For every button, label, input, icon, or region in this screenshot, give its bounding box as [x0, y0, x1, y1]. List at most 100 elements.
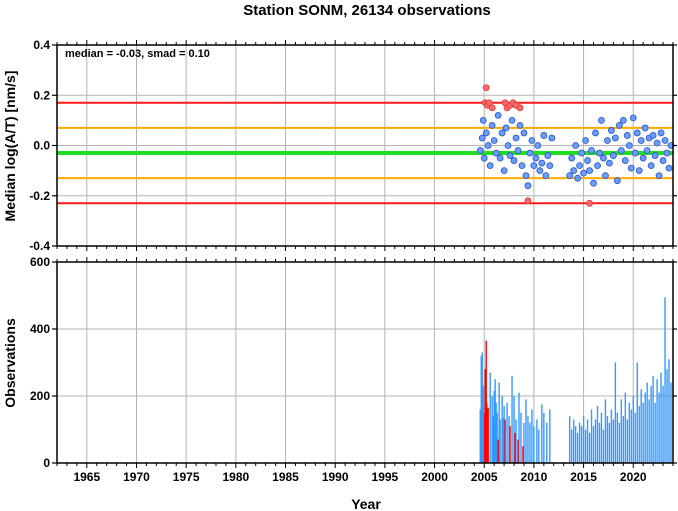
- data-point-blue: [512, 134, 520, 142]
- data-point-blue: [649, 132, 657, 139]
- bottom-y-axis-label: Observations: [2, 318, 18, 408]
- data-point-blue: [641, 124, 649, 132]
- bottom-y-tick-label: 200: [30, 389, 50, 403]
- data-point-blue: [572, 142, 580, 149]
- data-point-blue: [663, 149, 671, 157]
- x-tick-label: 2005: [471, 470, 498, 484]
- data-point-blue: [617, 147, 625, 154]
- top-y-tick-label: 0.4: [33, 38, 50, 52]
- data-point-blue: [514, 147, 522, 154]
- data-point-blue: [625, 142, 633, 149]
- data-point-blue: [615, 122, 623, 129]
- top-y-tick-label: 0.2: [33, 88, 50, 102]
- data-point-blue: [592, 129, 599, 137]
- data-point-blue: [480, 154, 488, 162]
- data-point-blue: [548, 134, 556, 142]
- data-point-blue: [657, 129, 665, 137]
- top-y-axis-label: Median log(A/T) [nm/s]: [2, 71, 18, 222]
- top-panel: median = -0.03, smad = 0.10 0.4 0.2 0.0 -0.2…: [29, 38, 677, 253]
- data-point-blue: [653, 139, 661, 147]
- data-point-blue: [536, 167, 544, 175]
- x-tick-label: 1990: [322, 470, 349, 484]
- data-point-blue: [479, 116, 487, 124]
- data-point-red: [482, 84, 490, 92]
- x-axis-label: Year: [351, 496, 381, 511]
- data-point-blue: [544, 152, 552, 159]
- data-point-blue: [488, 122, 496, 129]
- data-point-red: [524, 197, 532, 205]
- data-point-blue: [590, 179, 597, 187]
- data-point-blue: [522, 172, 530, 180]
- data-point-blue: [604, 137, 611, 144]
- data-point-blue: [596, 149, 603, 157]
- data-point-blue: [639, 154, 647, 162]
- bottom-y-tick-label: 600: [30, 255, 50, 269]
- data-point-blue: [580, 169, 587, 177]
- data-point-blue: [524, 182, 532, 190]
- data-point-blue: [492, 149, 500, 157]
- x-tick-label: 1970: [123, 470, 150, 484]
- data-point-blue: [518, 162, 526, 170]
- data-point-blue: [647, 162, 655, 170]
- data-point-blue: [530, 162, 538, 170]
- data-point-blue: [635, 167, 643, 175]
- data-point-blue: [516, 122, 524, 129]
- data-point-blue: [586, 167, 593, 175]
- data-point-blue: [504, 142, 512, 149]
- chart-title: Station SONM, 26134 observations: [243, 2, 491, 19]
- data-point-blue: [494, 111, 502, 119]
- stats-annotation: median = -0.03, smad = 0.10: [65, 48, 210, 60]
- data-point-blue: [534, 142, 542, 149]
- data-point-blue: [510, 157, 518, 164]
- data-point-blue: [490, 137, 498, 144]
- data-point-blue: [602, 172, 609, 180]
- x-tick-label: 1985: [272, 470, 299, 484]
- data-point-blue: [584, 157, 591, 164]
- data-point-blue: [570, 167, 578, 175]
- data-point-blue: [576, 162, 584, 170]
- data-point-blue: [631, 149, 639, 157]
- data-point-blue: [637, 137, 645, 144]
- data-point-blue: [582, 137, 589, 144]
- data-point-blue: [665, 164, 673, 172]
- data-point-blue: [478, 134, 486, 142]
- data-point-blue: [520, 129, 528, 137]
- data-point-blue: [482, 129, 490, 137]
- data-point-blue: [643, 147, 651, 154]
- data-point-blue: [594, 162, 601, 170]
- data-point-blue: [621, 157, 629, 164]
- data-point-blue: [566, 172, 574, 180]
- data-point-blue: [528, 137, 536, 144]
- top-y-tick-label: -0.2: [29, 189, 50, 203]
- data-point-blue: [506, 152, 514, 159]
- data-point-blue: [588, 147, 595, 154]
- data-point-blue: [542, 172, 550, 180]
- data-point-blue: [568, 154, 576, 162]
- top-y-tick-label: -0.4: [29, 239, 50, 253]
- data-point-blue: [578, 149, 585, 157]
- x-tick-label: 1980: [222, 470, 249, 484]
- data-point-blue: [661, 137, 669, 144]
- data-point-blue: [611, 134, 619, 142]
- data-point-blue: [496, 154, 504, 162]
- data-point-blue: [627, 164, 635, 172]
- data-point-blue: [498, 129, 506, 137]
- x-tick-label: 2020: [620, 470, 647, 484]
- data-point-blue: [600, 154, 607, 162]
- top-y-tick-label: 0.0: [33, 139, 50, 153]
- data-point-blue: [608, 127, 615, 134]
- data-point-blue: [609, 152, 617, 159]
- data-point-blue: [659, 157, 667, 164]
- x-tick-label: 2015: [570, 470, 597, 484]
- data-point-blue: [538, 159, 546, 167]
- data-point-blue: [540, 132, 548, 139]
- bottom-plot-area: [57, 262, 673, 463]
- data-point-blue: [619, 116, 627, 124]
- x-tick-label: 2000: [421, 470, 448, 484]
- data-point-red: [586, 199, 593, 207]
- data-point-red: [488, 104, 496, 112]
- data-point-blue: [655, 172, 663, 180]
- data-point-blue: [633, 129, 641, 137]
